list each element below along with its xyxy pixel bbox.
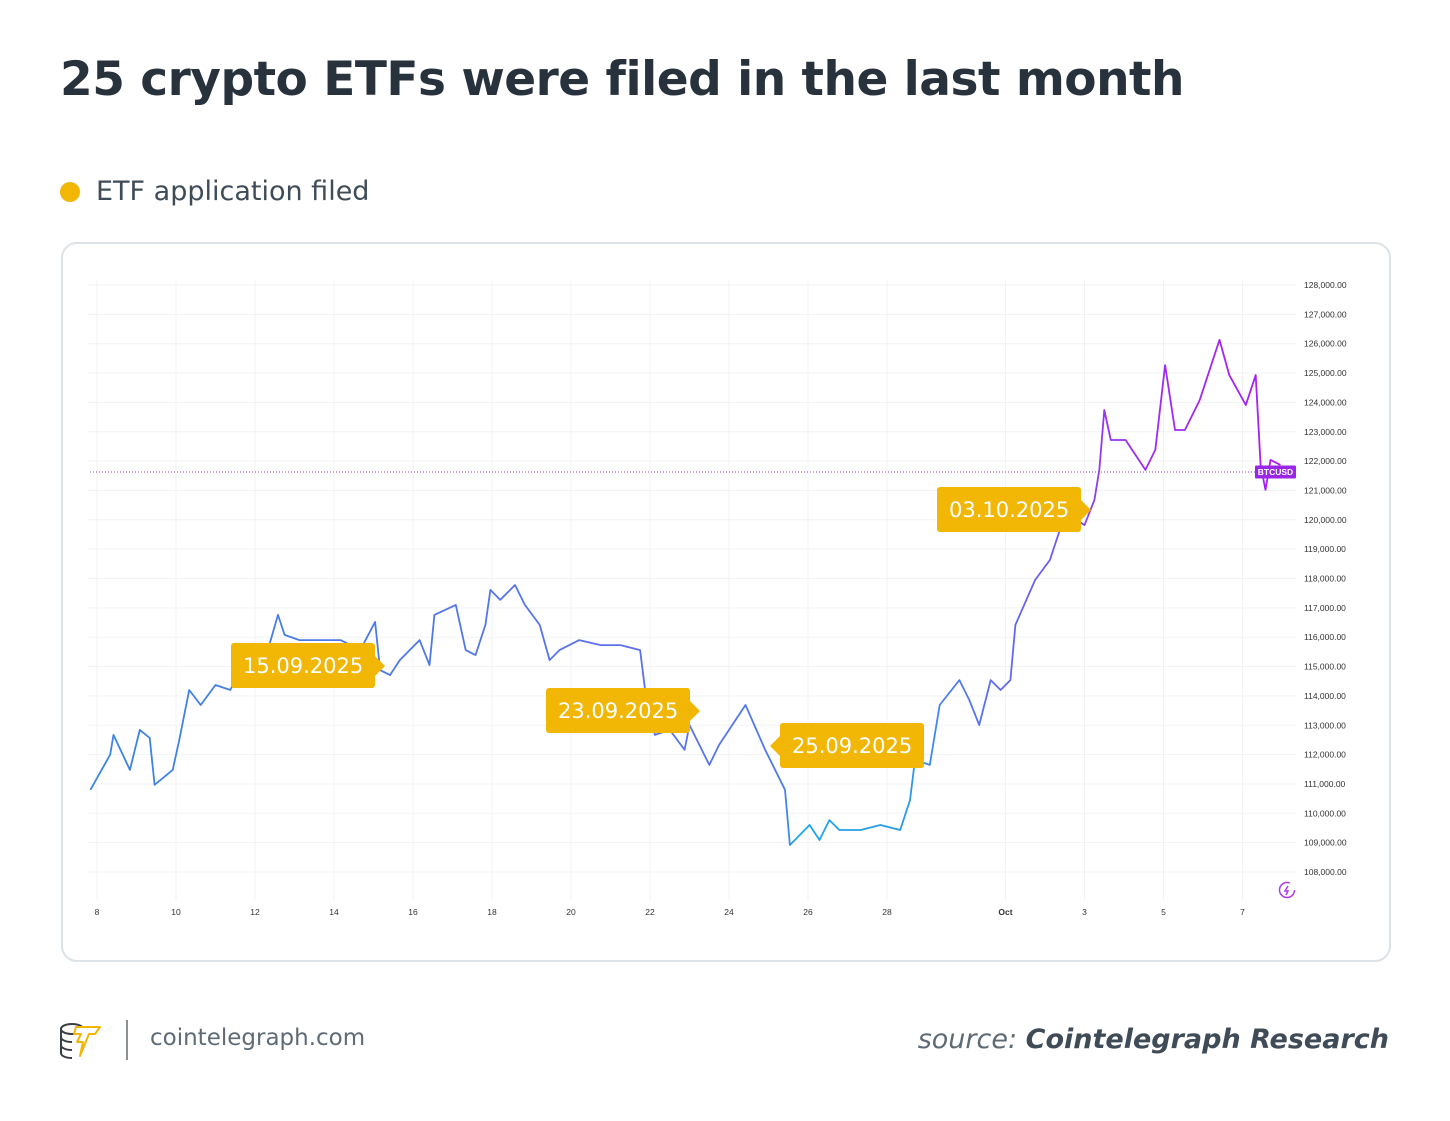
y-tick-label: 120,000.00	[1304, 515, 1347, 525]
x-tick-label: 14	[329, 907, 339, 917]
x-tick-label: 16	[408, 907, 418, 917]
legend-dot-icon	[60, 181, 80, 202]
cointelegraph-logo-icon	[60, 1023, 101, 1059]
y-tick-label: 125,000.00	[1304, 368, 1347, 378]
x-tick-label: 12	[250, 907, 260, 917]
x-tick-label: 8	[95, 907, 100, 917]
x-tick-label: 3	[1082, 907, 1087, 917]
source-name: Cointelegraph Research	[1025, 1024, 1389, 1055]
y-tick-label: 113,000.00	[1304, 720, 1346, 730]
svg-text:BTCUSD: BTCUSD	[1258, 467, 1293, 477]
legend-label: ETF application filed	[96, 176, 370, 207]
etf-filed-callout: 25.09.2025	[769, 723, 925, 768]
source-prefix: source:	[917, 1024, 1018, 1055]
chart-title: 25 crypto ETFs were filed in the last mo…	[60, 52, 1184, 107]
y-tick-label: 112,000.00	[1304, 750, 1346, 760]
btc-price-line	[89, 339, 1281, 846]
y-tick-label: 116,000.00	[1304, 632, 1346, 642]
x-tick-label: Oct	[998, 907, 1012, 917]
x-tick-label: 7	[1240, 907, 1245, 917]
symbol-badge: BTCUSD	[1255, 465, 1296, 479]
x-tick-label: 20	[566, 907, 576, 917]
chart-card	[61, 242, 1391, 962]
etf-filed-callout: 03.10.2025	[937, 487, 1092, 532]
y-tick-label: 123,000.00	[1304, 427, 1347, 437]
x-tick-label: 28	[882, 907, 892, 917]
y-tick-label: 110,000.00	[1304, 808, 1346, 818]
y-tick-label: 117,000.00	[1304, 603, 1346, 613]
refresh-icon[interactable]	[1278, 881, 1296, 899]
y-tick-label: 126,000.00	[1304, 339, 1347, 349]
y-tick-label: 121,000.00	[1304, 485, 1347, 495]
x-tick-label: 10	[171, 907, 181, 917]
x-tick-label: 22	[645, 907, 655, 917]
x-tick-label: 24	[724, 907, 734, 917]
y-tick-label: 127,000.00	[1304, 309, 1347, 319]
x-tick-label: 18	[487, 907, 497, 917]
y-tick-label: 111,000.00	[1304, 779, 1346, 789]
x-tick-label: 26	[803, 907, 813, 917]
source-credit: source: Cointelegraph Research	[918, 1024, 1389, 1055]
etf-filed-callout: 15.09.2025	[231, 643, 386, 688]
y-tick-label: 108,000.00	[1304, 867, 1347, 877]
legend: ETF application filed	[60, 176, 369, 207]
y-tick-label: 109,000.00	[1304, 838, 1347, 848]
y-tick-label: 128,000.00	[1304, 280, 1347, 290]
y-tick-label: 124,000.00	[1304, 397, 1347, 407]
footer-divider	[126, 1020, 128, 1060]
x-tick-label: 5	[1161, 907, 1166, 917]
etf-filed-callout: 23.09.2025	[546, 688, 701, 733]
y-tick-label: 119,000.00	[1304, 544, 1346, 554]
site-link[interactable]: cointelegraph.com	[150, 1025, 366, 1051]
y-tick-label: 114,000.00	[1304, 691, 1346, 701]
y-tick-label: 122,000.00	[1304, 456, 1347, 466]
y-tick-label: 115,000.00	[1304, 662, 1346, 672]
y-tick-label: 118,000.00	[1304, 574, 1346, 584]
